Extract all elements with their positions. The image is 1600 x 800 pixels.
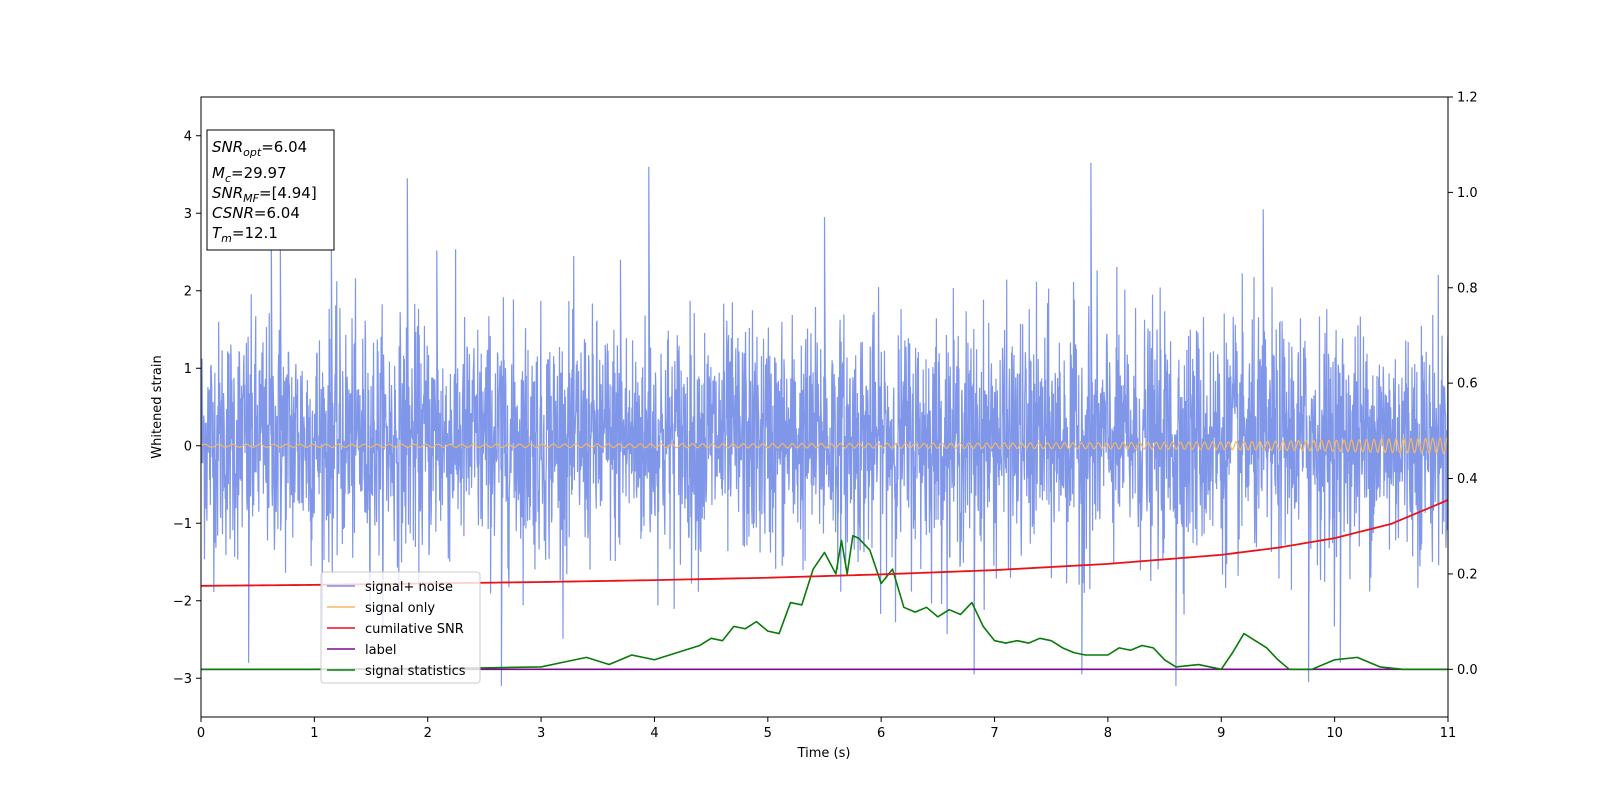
y-left-tick-label: −2 [173,594,192,609]
legend-label-cumilative-snr: cumilative SNR [365,622,464,637]
y-left-tick-label: 1 [184,362,192,377]
annotation-csnr: CSNR=6.04 [212,204,300,222]
x-tick-label: 11 [1440,726,1457,741]
x-axis-title: Time (s) [797,746,851,761]
legend-label-signal-only: signal only [365,601,435,616]
x-tick-label: 10 [1326,726,1343,741]
y-axis-right-ticks: 0.0 0.2 0.4 0.6 0.8 1.0 1.2 [1448,91,1478,678]
annotation-snr-opt: SNRopt=6.04 [212,138,307,159]
y-right-tick-label: 0.0 [1457,663,1478,678]
x-tick-label: 4 [650,726,658,741]
annotation-box-frame [206,129,335,251]
x-axis-ticks: 0 1 2 3 4 5 6 7 8 9 10 11 [197,717,1456,741]
y-left-tick-label: −3 [173,672,192,687]
y-right-tick-label: 0.8 [1457,281,1478,296]
legend-label-label: label [365,643,396,658]
y-left-tick-label: 2 [184,284,192,299]
x-tick-label: 6 [877,726,885,741]
x-tick-label: 0 [197,726,205,741]
y-axis-left-ticks: −3 −2 −1 0 1 2 3 4 [173,129,201,687]
legend-label-signal-noise: signal+ noise [365,580,453,595]
x-tick-label: 8 [1104,726,1112,741]
y-left-tick-label: 4 [184,129,192,144]
y-right-tick-label: 1.2 [1457,91,1478,106]
x-tick-label: 1 [310,726,318,741]
legend: signal+ noise signal only cumilative SNR… [320,571,481,684]
x-tick-label: 9 [1217,726,1225,741]
legend-entry-label: label [327,643,396,658]
x-tick-label: 3 [537,726,545,741]
series-signal-statistics [201,534,1448,671]
x-tick-label: 5 [764,726,772,741]
x-tick-label: 7 [990,726,998,741]
y-axis-title: Whitened strain [150,355,165,458]
y-right-tick-label: 0.2 [1457,567,1478,582]
legend-entry-cumilative-snr: cumilative SNR [327,622,464,637]
y-left-tick-label: −1 [173,517,192,532]
legend-entry-signal-only: signal only [327,601,435,616]
y-right-tick-label: 0.4 [1457,472,1478,487]
y-left-tick-label: 3 [184,207,192,222]
plot-frame [200,96,1449,718]
legend-label-signal-statistics: signal statistics [365,664,466,679]
annotation-mc: Mc=29.97 [212,164,287,185]
x-tick-label: 2 [424,726,432,741]
y-left-tick-label: 0 [184,439,192,454]
legend-entry-signal-statistics: signal statistics [327,664,466,679]
y-right-tick-label: 0.6 [1457,377,1478,392]
annotation-box: SNRopt=6.04 Mc=29.97 SNRMF=[4.94] CSNR=6… [206,129,335,251]
legend-entry-signal-noise: signal+ noise [327,580,453,595]
annotation-snr-mf: SNRMF=[4.94] [212,184,317,205]
legend-frame [320,571,481,684]
series-signal-only [201,437,1448,455]
annotation-tm: Tm=12.1 [212,224,278,245]
y-right-tick-label: 1.0 [1457,186,1478,201]
